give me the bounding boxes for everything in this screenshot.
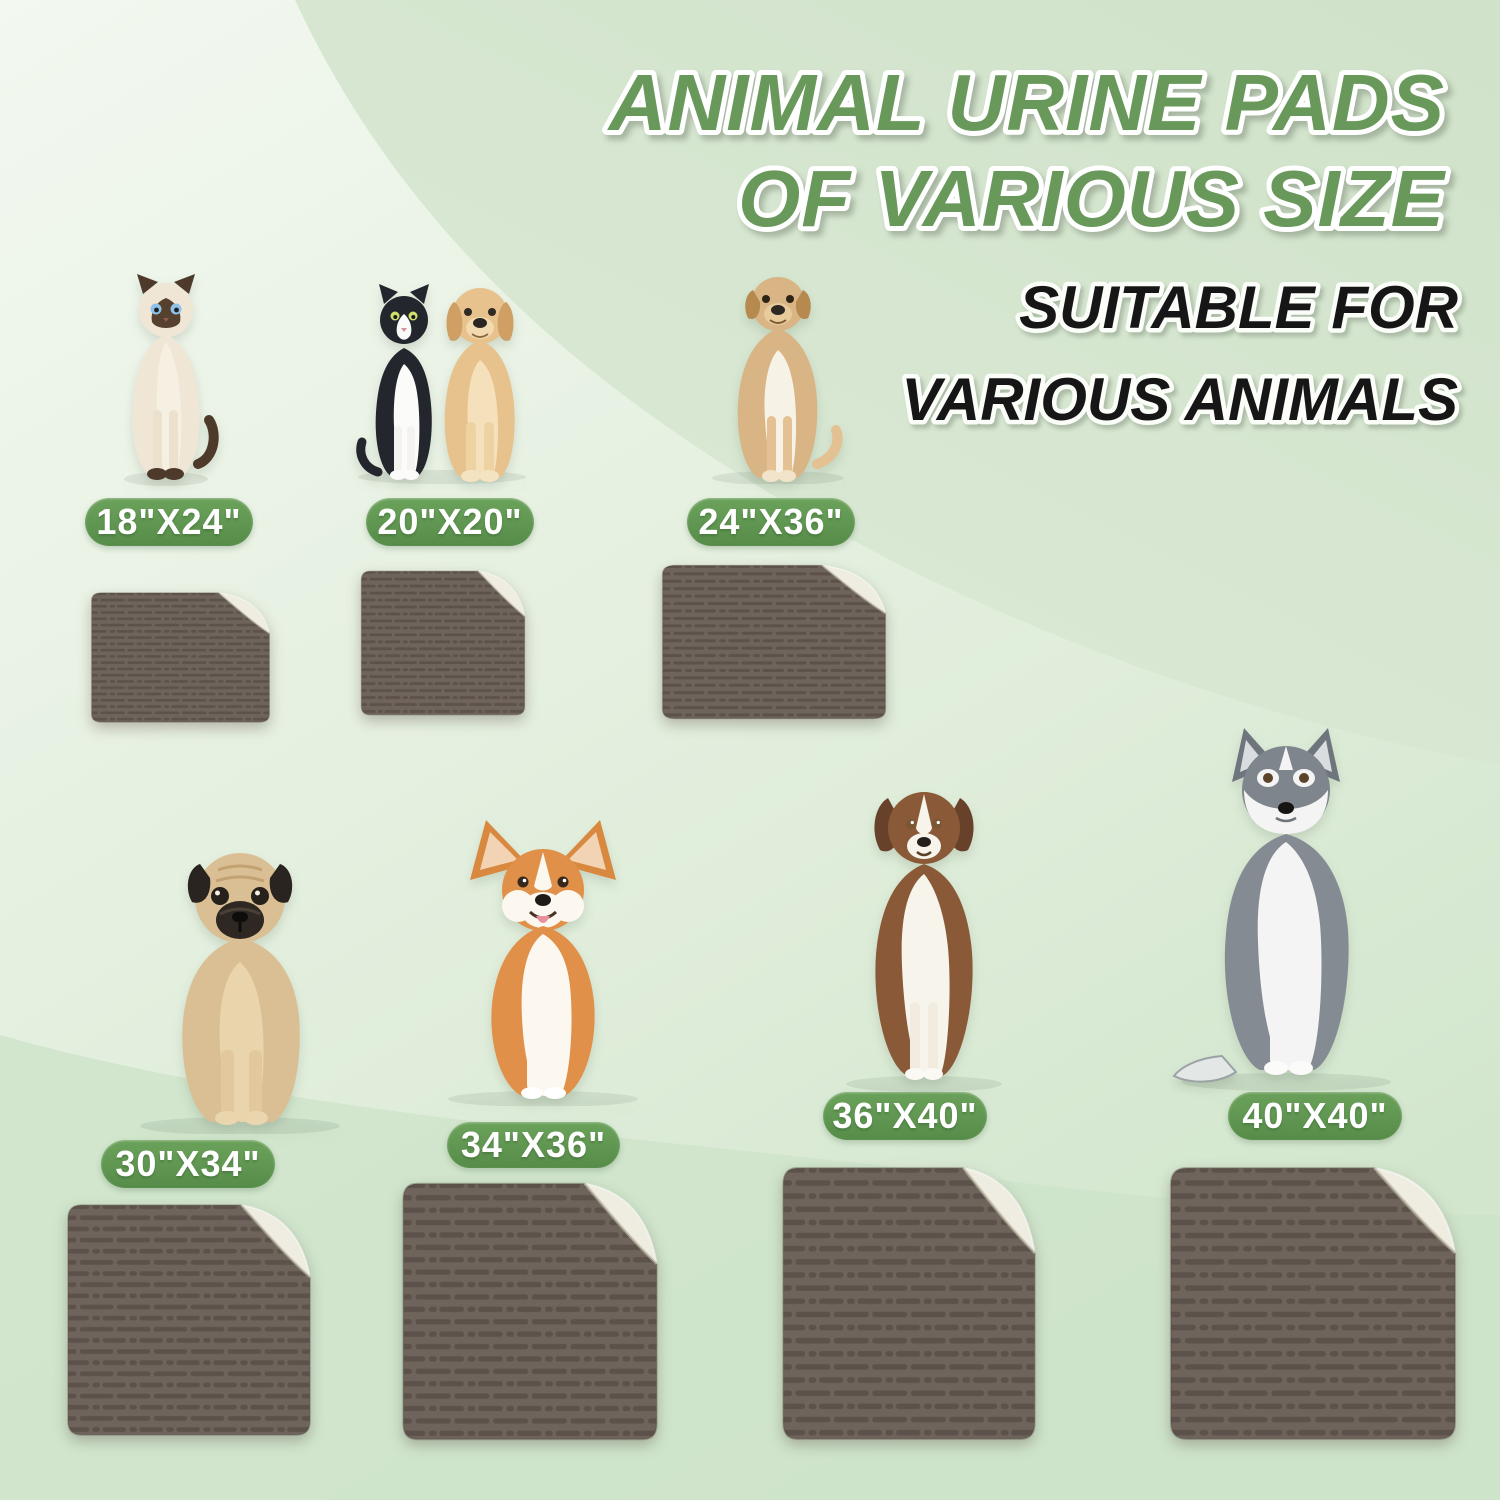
urine-pad-34x36 (401, 1182, 659, 1441)
subheadline: SUITABLE FOR VARIOUS ANIMALS (897, 270, 1463, 438)
urine-pad-18x24 (90, 591, 271, 724)
husky-image (1172, 728, 1391, 1091)
urine-pad-30x34 (66, 1203, 312, 1437)
subheadline-line-1: SUITABLE FOR (1019, 274, 1458, 341)
headline-line-2: OF VARIOUS SIZE (738, 154, 1447, 243)
pug-image (140, 853, 340, 1134)
tan-dog-image (712, 277, 844, 484)
urine-pad-36x40 (781, 1166, 1037, 1441)
urine-pad-20x20 (360, 570, 526, 716)
siamese-cat-image (124, 274, 219, 486)
tuxedo-cat-and-puppy-image (356, 284, 526, 484)
size-badge-30x34: 30"X34" (101, 1140, 275, 1188)
urine-pad-24x36 (661, 564, 887, 720)
corgi-image (448, 820, 638, 1106)
background-swoosh-top-right (295, 0, 1500, 765)
tuxedo-cat (356, 284, 432, 480)
labrador-puppy (444, 288, 515, 482)
headline-line-1: ANIMAL URINE PADS (607, 58, 1445, 147)
headline: ANIMAL URINE PADS OF VARIOUS SIZE (602, 53, 1451, 248)
size-badge-34x36: 34"X36" (447, 1122, 620, 1168)
urine-pad-40x40 (1169, 1166, 1457, 1441)
size-badge-36x40: 36"X40" (823, 1092, 987, 1140)
australian-shepherd-image (846, 792, 1002, 1092)
size-badge-40x40: 40"X40" (1228, 1092, 1402, 1140)
background-swoosh-bottom (0, 1035, 1500, 1500)
size-badge-20x20: 20"X20" (366, 498, 534, 546)
size-badge-18x24: 18"X24" (85, 498, 253, 546)
subheadline-line-2: VARIOUS ANIMALS (901, 366, 1458, 433)
size-badge-24x36: 24"X36" (687, 498, 855, 546)
